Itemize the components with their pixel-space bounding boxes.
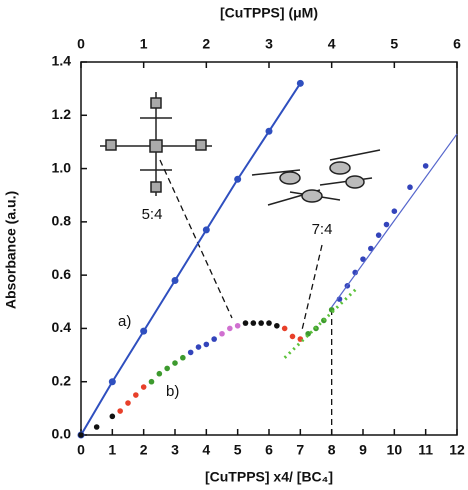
data-point xyxy=(227,325,233,332)
x-tick-label: 7 xyxy=(296,442,304,458)
data-point xyxy=(156,370,163,377)
data-point xyxy=(422,163,429,169)
top-axis-title: [CuTPPS] (μM) xyxy=(220,5,318,21)
data-point xyxy=(352,269,358,276)
data-point xyxy=(172,360,178,366)
series-line xyxy=(283,287,358,359)
data-point xyxy=(108,378,116,386)
x-tick-label: 6 xyxy=(265,442,273,458)
molecule-7-4 xyxy=(251,149,381,206)
data-point xyxy=(368,245,374,252)
data-point xyxy=(250,320,257,326)
data-point xyxy=(195,344,202,350)
data-point xyxy=(375,232,382,238)
y-tick-label: 1.4 xyxy=(52,53,72,69)
x2-tick-label: 0 xyxy=(77,36,85,52)
x-tick-label: 9 xyxy=(359,442,367,458)
x2-tick-label: 3 xyxy=(265,36,273,52)
x-tick-label: 1 xyxy=(108,442,116,458)
data-point xyxy=(258,320,264,326)
data-point xyxy=(164,365,170,372)
y-tick-label: 0.0 xyxy=(52,426,72,442)
x-tick-label: 3 xyxy=(171,442,179,458)
pointer-arrows xyxy=(159,159,323,331)
y-tick-label: 0.2 xyxy=(52,372,72,388)
x-tick-label: 8 xyxy=(328,442,336,458)
y-tick-label: 1.0 xyxy=(52,159,72,175)
annotation: a) xyxy=(118,313,131,330)
y-tick-label: 0.8 xyxy=(52,213,72,229)
annotation: 5:4 xyxy=(142,206,163,223)
data-point xyxy=(93,424,100,430)
series-line xyxy=(80,82,302,436)
data-point xyxy=(133,392,139,398)
data-point xyxy=(281,325,288,332)
x2-tick-label: 4 xyxy=(328,36,336,52)
data-point xyxy=(202,226,210,234)
x2-tick-label: 5 xyxy=(390,36,398,52)
x2-tick-label: 6 xyxy=(453,36,461,52)
y-tick-label: 0.6 xyxy=(52,266,72,282)
x-tick-label: 2 xyxy=(140,442,148,458)
data-point xyxy=(265,127,273,135)
data-point xyxy=(266,320,272,326)
data-point xyxy=(219,330,225,337)
data-point xyxy=(234,175,242,183)
data-point xyxy=(383,221,390,228)
x2-tick-label: 1 xyxy=(140,36,148,52)
y-axis-title: Absorbance (a.u.) xyxy=(3,191,19,309)
data-point xyxy=(391,208,398,214)
data-point xyxy=(180,354,186,361)
data-point xyxy=(78,432,84,438)
data-point xyxy=(117,408,123,414)
plot-frame xyxy=(80,61,458,436)
x-tick-label: 4 xyxy=(202,442,210,458)
x-tick-label: 5 xyxy=(234,442,242,458)
x-tick-label: 0 xyxy=(77,442,85,458)
x-tick-label: 10 xyxy=(387,442,403,458)
data-point xyxy=(211,336,217,342)
data-point xyxy=(407,184,413,191)
x-tick-label: 11 xyxy=(418,442,433,458)
annotation: b) xyxy=(166,383,179,400)
data-point xyxy=(274,322,280,329)
data-point xyxy=(140,384,147,390)
x2-tick-label: 2 xyxy=(202,36,210,52)
data-point xyxy=(296,79,304,87)
data-point xyxy=(234,322,241,329)
data-point xyxy=(289,333,296,340)
x-tick-label: 12 xyxy=(449,442,465,458)
y-tick-label: 0.4 xyxy=(52,319,72,335)
data-point xyxy=(242,320,249,326)
data-point xyxy=(125,400,131,406)
data-point xyxy=(148,378,155,385)
data-point xyxy=(187,349,194,356)
data-point xyxy=(360,256,366,262)
y-tick-label: 1.2 xyxy=(52,106,72,122)
data-point xyxy=(109,413,116,420)
annotation: 7:4 xyxy=(312,221,333,238)
data-point xyxy=(171,276,179,284)
series-line xyxy=(331,133,458,308)
x-axis-title: [CuTPPS] x4/ [BC₄] xyxy=(205,469,333,485)
molecule-5-4 xyxy=(100,92,212,196)
data-point xyxy=(203,341,210,348)
data-point xyxy=(140,327,148,335)
